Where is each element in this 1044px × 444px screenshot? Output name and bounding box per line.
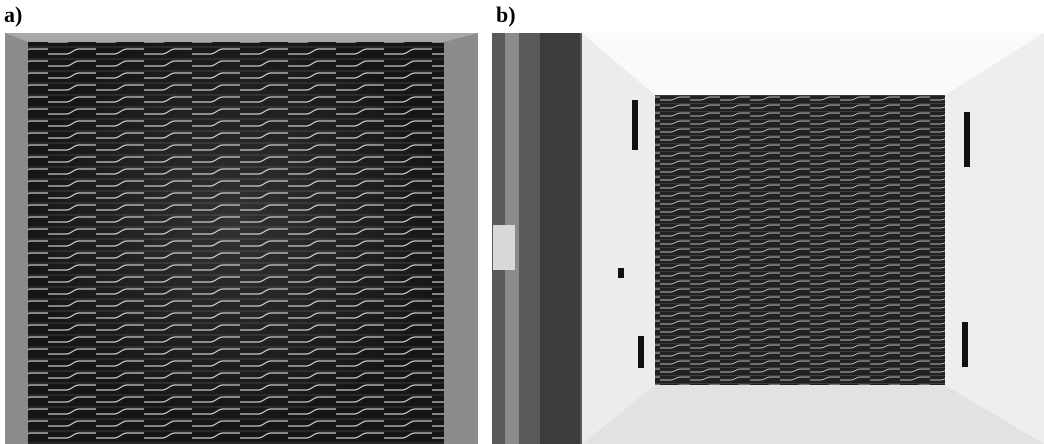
panel-label: a) bbox=[4, 2, 22, 27]
photo-a bbox=[5, 33, 478, 444]
panel-label: b) bbox=[496, 2, 516, 27]
photo-b bbox=[492, 33, 1044, 444]
